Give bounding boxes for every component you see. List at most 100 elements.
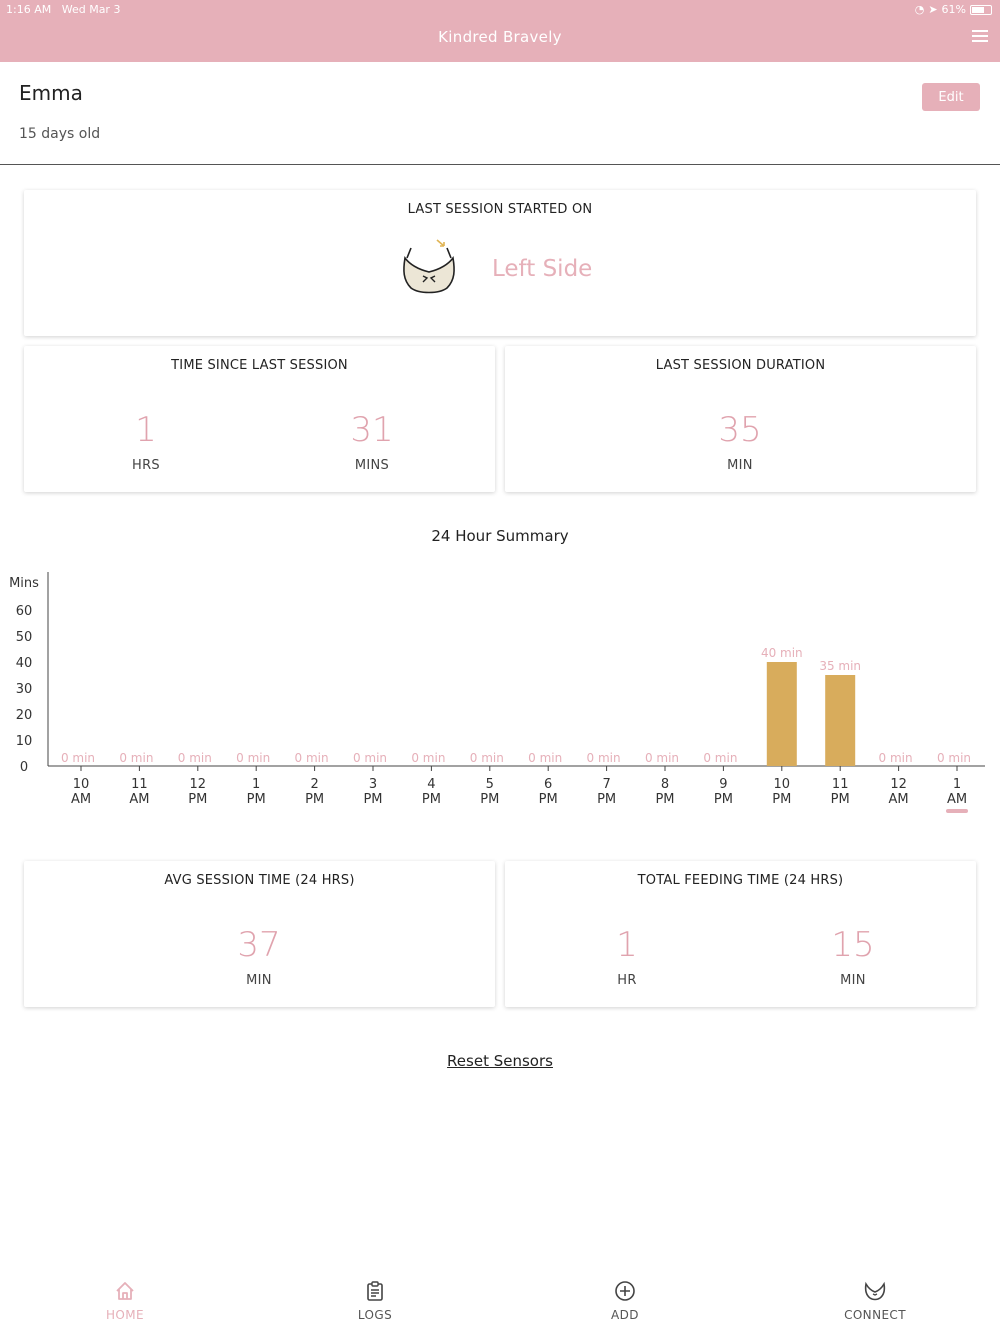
- x-tick-label: AM: [889, 792, 909, 807]
- status-indicators: ◔ ➤ 61%: [915, 3, 992, 16]
- current-hour-indicator: [946, 809, 968, 813]
- hamburger-menu-icon[interactable]: [972, 30, 988, 42]
- x-tick-label: 6: [544, 777, 552, 792]
- last-duration-card: LAST SESSION DURATION 35 MIN: [505, 346, 976, 492]
- baby-age: 15 days old: [19, 126, 101, 142]
- x-tick-label: 9: [719, 777, 727, 792]
- tab-connect[interactable]: CONNECT: [750, 1270, 1000, 1334]
- y-tick-label: 10: [16, 734, 33, 749]
- app-title: Kindred Bravely: [438, 28, 562, 46]
- x-tick-label: 7: [602, 777, 610, 792]
- y-tick-label: 0: [20, 760, 28, 775]
- wifi-icon: ◔: [914, 3, 925, 16]
- baby-name: Emma: [19, 81, 83, 105]
- x-tick-label: PM: [597, 792, 616, 807]
- tab-logs-label: LOGS: [357, 1308, 393, 1322]
- x-tick-label: PM: [247, 792, 266, 807]
- total-hr-unit: HR: [617, 973, 637, 988]
- tab-add-label: ADD: [611, 1308, 639, 1322]
- bar-data-label: 0 min: [703, 751, 737, 765]
- x-tick-label: 11: [832, 777, 849, 792]
- avg-value: 37: [237, 925, 281, 965]
- x-tick-label: PM: [480, 792, 499, 807]
- bar-data-label: 0 min: [411, 751, 445, 765]
- nursing-bra-icon: [403, 239, 455, 294]
- bar-data-label: 0 min: [119, 751, 153, 765]
- x-tick-label: PM: [831, 792, 850, 807]
- mins-unit: MINS: [354, 458, 390, 473]
- tab-add[interactable]: ADD: [500, 1270, 750, 1334]
- bar-data-label: 35 min: [819, 659, 861, 673]
- x-tick-label: PM: [714, 792, 733, 807]
- x-tick-label: PM: [772, 792, 791, 807]
- x-tick-label: PM: [363, 792, 382, 807]
- x-tick-label: 12: [190, 777, 207, 792]
- top-bar: 1:16 AM Wed Mar 3 ◔ ➤ 61% Kindred Bravel…: [0, 0, 1000, 62]
- avg-stat: 37 MIN: [199, 925, 319, 988]
- x-tick-label: 1: [252, 777, 260, 792]
- edit-button[interactable]: Edit: [922, 83, 980, 111]
- x-tick-label: PM: [305, 792, 324, 807]
- avg-session-card: AVG SESSION TIME (24 HRS) 37 MIN: [24, 861, 495, 1007]
- y-axis-label: Mins: [9, 576, 39, 591]
- last-session-card: LAST SESSION STARTED ON: [24, 190, 976, 336]
- tab-home-label: HOME: [105, 1308, 144, 1322]
- x-tick-label: 1: [953, 777, 961, 792]
- x-tick-label: 2: [310, 777, 318, 792]
- x-tick-label: 4: [427, 777, 435, 792]
- bar: [766, 662, 797, 766]
- mins-value: 31: [350, 410, 394, 450]
- x-tick-label: PM: [188, 792, 207, 807]
- x-tick-label: 5: [486, 777, 494, 792]
- battery-percent: 61%: [941, 3, 966, 16]
- reset-sensors-link[interactable]: Reset Sensors: [447, 1052, 553, 1070]
- x-tick-label: PM: [422, 792, 441, 807]
- y-tick-label: 50: [16, 630, 33, 645]
- bar-data-label: 0 min: [587, 751, 621, 765]
- y-tick-label: 60: [16, 604, 33, 619]
- duration-value: 35: [718, 410, 762, 450]
- bar-data-label: 0 min: [470, 751, 504, 765]
- chart-title: 24 Hour Summary: [431, 527, 569, 545]
- bar-data-label: 40 min: [761, 646, 803, 660]
- x-tick-label: PM: [539, 792, 558, 807]
- total-hr-value: 1: [616, 925, 638, 965]
- mins-stat: 31 MINS: [312, 410, 432, 473]
- x-tick-label: AM: [947, 792, 967, 807]
- tab-logs[interactable]: LOGS: [250, 1270, 500, 1334]
- battery-icon: [970, 4, 992, 15]
- hours-value: 1: [135, 410, 157, 450]
- tab-connect-label: CONNECT: [844, 1308, 906, 1322]
- tab-home[interactable]: HOME: [0, 1270, 250, 1334]
- x-tick-label: 3: [369, 777, 377, 792]
- bar-data-label: 0 min: [879, 751, 913, 765]
- bar-data-label: 0 min: [178, 751, 212, 765]
- bar: [825, 675, 856, 766]
- x-tick-label: AM: [129, 792, 149, 807]
- bar-data-label: 0 min: [353, 751, 387, 765]
- bar-data-label: 0 min: [295, 751, 329, 765]
- bar-data-label: 0 min: [61, 751, 95, 765]
- tab-bar: HOME LOGS ADD CONNECT: [0, 1270, 1000, 1334]
- bar-data-label: 0 min: [236, 751, 270, 765]
- total-hr-stat: 1 HR: [567, 925, 687, 988]
- profile-header: Emma 15 days old Edit: [0, 62, 1000, 165]
- total-min-value: 15: [831, 925, 875, 965]
- bra-connect-icon: [864, 1281, 886, 1301]
- bar-data-label: 0 min: [645, 751, 679, 765]
- home-icon: [116, 1282, 134, 1300]
- status-time: 1:16 AM Wed Mar 3: [6, 3, 121, 16]
- total-feeding-card: TOTAL FEEDING TIME (24 HRS) 1 HR 15 MIN: [505, 861, 976, 1007]
- x-tick-label: 10: [73, 777, 90, 792]
- y-tick-label: 20: [16, 708, 33, 723]
- location-icon: ➤: [928, 3, 938, 16]
- clipboard-icon: [367, 1281, 383, 1301]
- bar-data-label: 0 min: [528, 751, 562, 765]
- x-tick-label: 8: [661, 777, 669, 792]
- avg-unit: MIN: [246, 973, 272, 988]
- x-tick-label: 12: [890, 777, 907, 792]
- x-tick-label: 11: [131, 777, 148, 792]
- y-tick-label: 30: [16, 682, 33, 697]
- total-min-unit: MIN: [840, 973, 866, 988]
